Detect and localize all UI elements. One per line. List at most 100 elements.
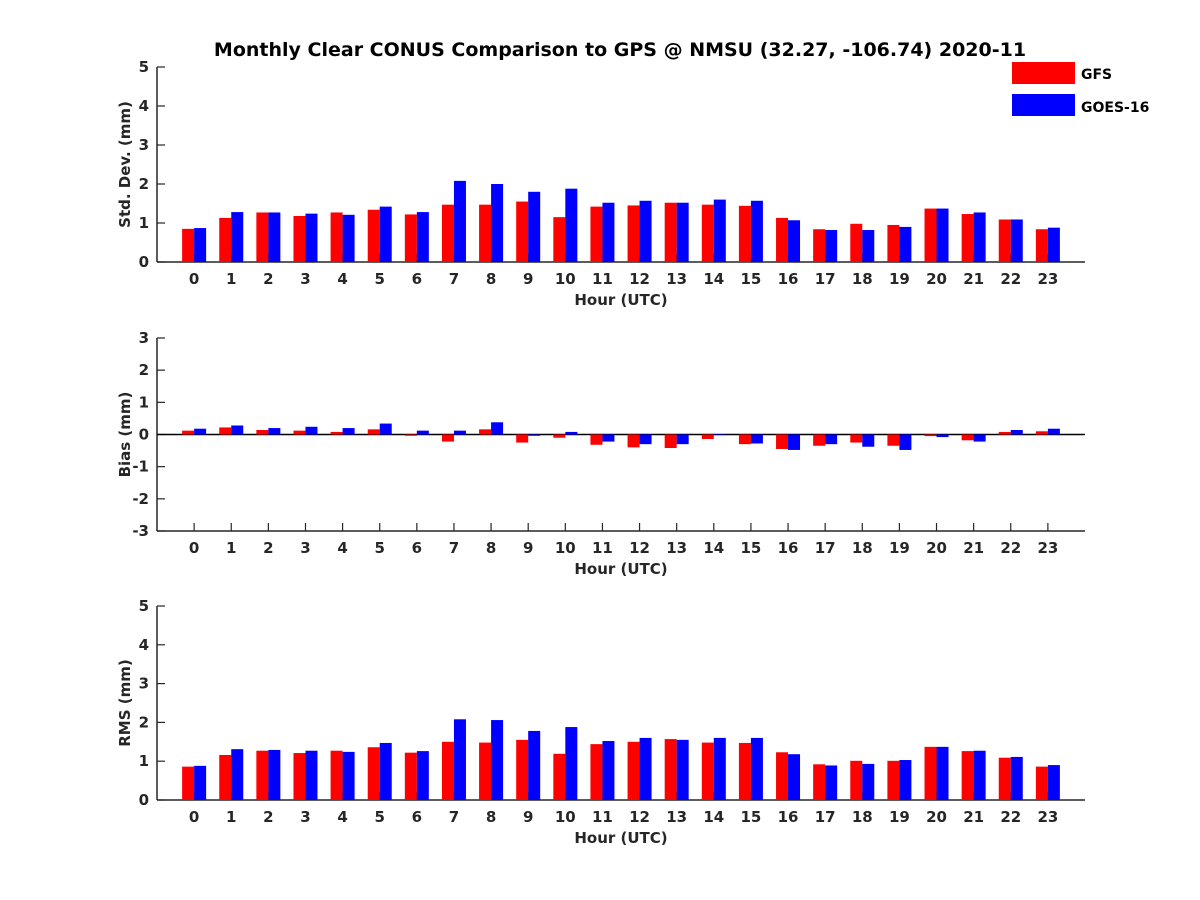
bar-0-goes-16-0 bbox=[194, 228, 207, 262]
bar-2-goes-16-0 bbox=[194, 765, 207, 800]
bar-2-gfs-17 bbox=[813, 764, 826, 800]
x-axis-label-0: Hour (UTC) bbox=[574, 291, 667, 309]
bar-1-gfs-16 bbox=[776, 434, 789, 449]
legend: GFS GOES-16 bbox=[1012, 62, 1149, 116]
bar-2-gfs-10 bbox=[553, 753, 566, 800]
bar-2-goes-16-12 bbox=[639, 737, 652, 800]
x-tick-label-2-7: 7 bbox=[449, 808, 459, 826]
bar-1-goes-16-8 bbox=[491, 422, 504, 435]
x-tick-label-2-19: 19 bbox=[889, 808, 910, 826]
y-tick-label-0-5: 5 bbox=[139, 58, 149, 76]
bar-2-goes-16-15 bbox=[750, 737, 763, 800]
x-tick-label-2-2: 2 bbox=[263, 808, 273, 826]
x-tick-label-0-20: 20 bbox=[926, 270, 947, 288]
x-tick-label-2-12: 12 bbox=[629, 808, 650, 826]
y-tick-label-2-5: 5 bbox=[139, 597, 149, 615]
bar-1-goes-16-5 bbox=[379, 423, 392, 435]
bar-0-gfs-4 bbox=[330, 212, 343, 262]
x-tick-label-0-9: 9 bbox=[523, 270, 533, 288]
bar-0-goes-16-16 bbox=[788, 220, 801, 262]
y-tick-label-2-0: 0 bbox=[139, 791, 149, 809]
x-tick-label-1-22: 22 bbox=[1000, 539, 1021, 557]
y-tick-label-2-1: 1 bbox=[139, 752, 149, 770]
bar-2-goes-16-4 bbox=[342, 751, 355, 800]
y-tick-label-2-2: 2 bbox=[139, 713, 149, 731]
bar-0-goes-16-3 bbox=[305, 213, 318, 262]
bar-2-gfs-7 bbox=[441, 741, 454, 800]
bar-1-gfs-14 bbox=[701, 434, 714, 440]
y-tick-label-0-0: 0 bbox=[139, 253, 149, 271]
bar-0-gfs-10 bbox=[553, 217, 566, 262]
bar-2-goes-16-1 bbox=[231, 749, 244, 800]
bar-1-goes-16-10 bbox=[565, 431, 578, 435]
bar-2-goes-16-11 bbox=[602, 741, 615, 800]
x-tick-label-0-16: 16 bbox=[778, 270, 799, 288]
x-tick-label-2-14: 14 bbox=[703, 808, 724, 826]
bar-0-gfs-8 bbox=[479, 204, 492, 262]
bar-1-gfs-10 bbox=[553, 434, 566, 438]
bar-1-gfs-19 bbox=[887, 434, 900, 446]
x-tick-label-1-20: 20 bbox=[926, 539, 947, 557]
bar-2-gfs-3 bbox=[293, 753, 306, 800]
x-tick-label-2-9: 9 bbox=[523, 808, 533, 826]
bar-2-goes-16-5 bbox=[379, 742, 392, 800]
bar-0-gfs-21 bbox=[961, 214, 974, 262]
x-tick-label-0-4: 4 bbox=[337, 270, 347, 288]
y-tick-label-1-0: 0 bbox=[139, 426, 149, 444]
bar-0-goes-16-13 bbox=[676, 202, 689, 262]
bar-1-gfs-8 bbox=[479, 429, 492, 435]
bar-2-goes-16-13 bbox=[676, 739, 689, 800]
x-tick-label-2-11: 11 bbox=[592, 808, 613, 826]
bar-0-goes-16-18 bbox=[862, 230, 875, 262]
x-tick-label-2-23: 23 bbox=[1037, 808, 1058, 826]
x-tick-label-2-13: 13 bbox=[666, 808, 687, 826]
bar-1-gfs-21 bbox=[961, 434, 974, 441]
bar-1-goes-16-17 bbox=[825, 434, 838, 445]
bar-0-gfs-6 bbox=[404, 214, 417, 262]
bar-0-gfs-23 bbox=[1035, 229, 1048, 262]
bar-1-goes-16-15 bbox=[750, 434, 763, 444]
bar-0-goes-16-9 bbox=[528, 191, 541, 262]
x-tick-label-2-20: 20 bbox=[926, 808, 947, 826]
bar-2-gfs-19 bbox=[887, 760, 900, 800]
bar-1-gfs-18 bbox=[850, 434, 863, 443]
bar-1-goes-16-2 bbox=[268, 428, 281, 435]
bar-1-gfs-11 bbox=[590, 434, 603, 445]
bar-1-goes-16-11 bbox=[602, 434, 615, 442]
bar-1-gfs-3 bbox=[293, 430, 306, 435]
bar-1-gfs-17 bbox=[813, 434, 826, 446]
y-tick-label-1-2: -2 bbox=[132, 490, 149, 508]
y-tick-label-1-1: -1 bbox=[132, 458, 149, 476]
x-tick-label-2-5: 5 bbox=[375, 808, 385, 826]
y-tick-label-0-4: 4 bbox=[139, 97, 149, 115]
bar-0-goes-16-23 bbox=[1047, 227, 1060, 262]
x-tick-label-0-3: 3 bbox=[300, 270, 310, 288]
bar-0-goes-16-15 bbox=[750, 200, 763, 262]
bar-0-gfs-12 bbox=[627, 205, 640, 262]
bar-0-gfs-2 bbox=[256, 212, 269, 262]
bar-1-gfs-22 bbox=[998, 431, 1011, 435]
bar-1-gfs-1 bbox=[219, 427, 232, 435]
bar-2-goes-16-23 bbox=[1047, 765, 1060, 800]
bar-0-goes-16-4 bbox=[342, 214, 355, 262]
bar-1-gfs-9 bbox=[516, 434, 529, 443]
bar-1-goes-16-21 bbox=[973, 434, 986, 442]
bar-0-goes-16-14 bbox=[713, 199, 726, 262]
x-tick-label-1-6: 6 bbox=[412, 539, 422, 557]
bar-0-gfs-17 bbox=[813, 229, 826, 262]
x-tick-label-1-10: 10 bbox=[555, 539, 576, 557]
bar-2-gfs-1 bbox=[219, 754, 232, 800]
bar-1-goes-16-0 bbox=[194, 428, 207, 435]
x-tick-label-1-21: 21 bbox=[963, 539, 984, 557]
bar-0-gfs-0 bbox=[182, 228, 195, 262]
x-tick-label-0-2: 2 bbox=[263, 270, 273, 288]
bar-2-goes-16-8 bbox=[491, 720, 504, 800]
bar-2-goes-16-19 bbox=[899, 760, 912, 800]
y-tick-label-1-3: -3 bbox=[132, 522, 149, 540]
bar-2-gfs-21 bbox=[961, 751, 974, 800]
bar-2-gfs-13 bbox=[664, 739, 677, 800]
x-tick-label-1-12: 12 bbox=[629, 539, 650, 557]
bar-2-gfs-15 bbox=[738, 742, 751, 800]
